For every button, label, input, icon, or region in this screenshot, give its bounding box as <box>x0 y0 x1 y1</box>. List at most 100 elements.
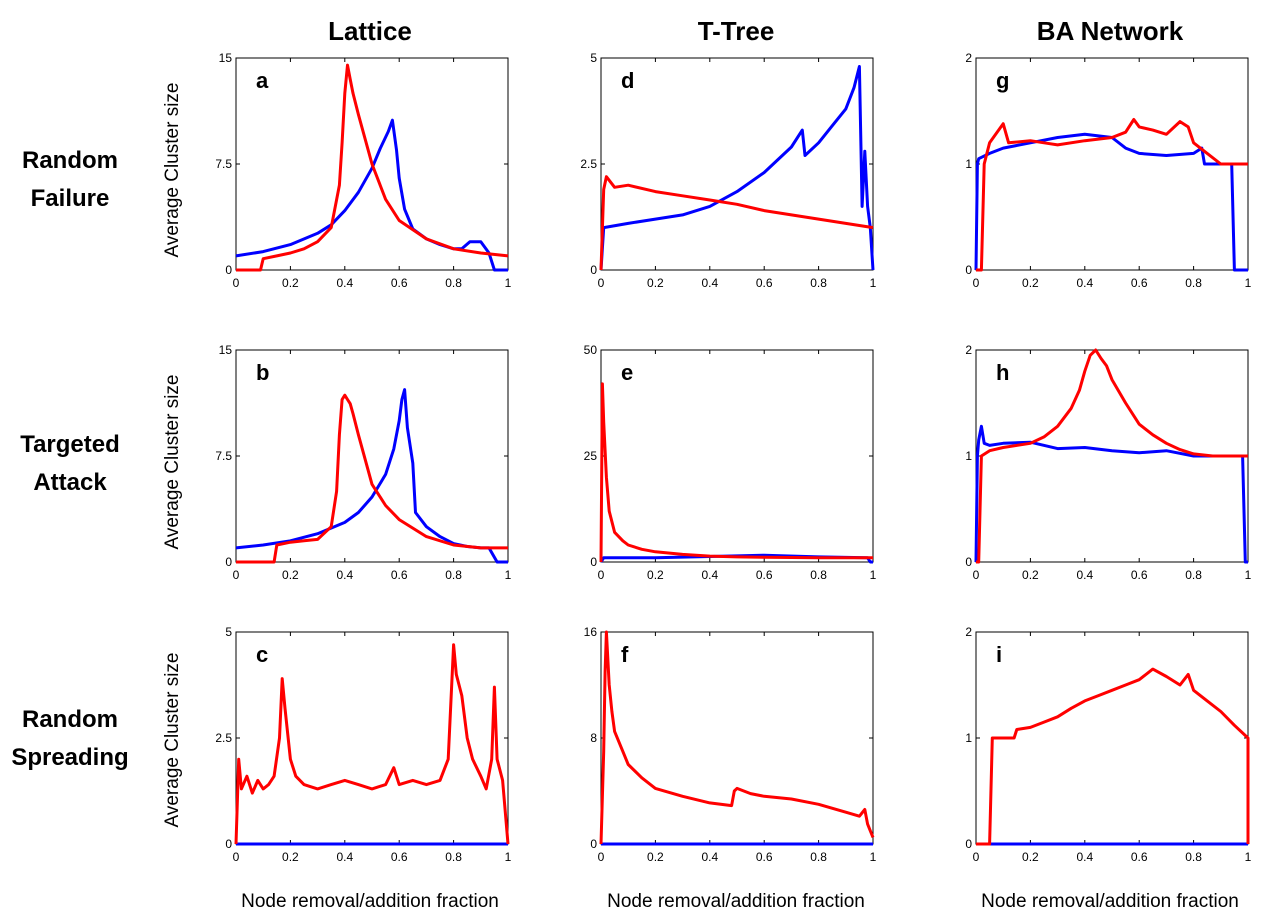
series-line-red <box>976 348 1248 564</box>
column-title-ba-network: BA Network <box>1037 16 1184 46</box>
y-tick-label: 7.5 <box>215 157 232 171</box>
y-tick-label: 0 <box>590 555 597 569</box>
y-axis-label-row3: Average Cluster size <box>162 653 183 828</box>
row-title-random-spreading-line1: Random <box>22 706 118 733</box>
panel-letter: c <box>256 642 268 667</box>
y-axis-label-row2: Average Cluster size <box>162 375 183 550</box>
x-tick-label: 1 <box>870 850 877 864</box>
x-tick-label: 0.6 <box>756 850 773 864</box>
panel-letter: g <box>996 68 1009 93</box>
y-tick-label: 0 <box>225 263 232 277</box>
x-tick-label: 0 <box>973 568 980 582</box>
x-tick-label: 0.4 <box>336 850 353 864</box>
y-axis-label-row1: Average Cluster size <box>162 83 183 258</box>
series-line-red <box>599 175 874 271</box>
x-tick-label: 0.2 <box>647 568 664 582</box>
column-title-t-tree: T-Tree <box>698 16 775 46</box>
y-tick-label: 0 <box>965 555 972 569</box>
y-tick-label: 0 <box>965 263 972 277</box>
x-tick-label: 0.2 <box>647 276 664 290</box>
panel-i: 0 0.2 0.4 0.6 0.8 1 0 1 2 i <box>965 625 1251 864</box>
x-tick-label: 0.4 <box>1076 276 1093 290</box>
x-tick-label: 0.8 <box>445 276 462 290</box>
x-tick-label: 0.6 <box>756 276 773 290</box>
series-line-blue <box>235 388 508 564</box>
panel-frame <box>600 57 874 271</box>
panel-a: 0 0.2 0.4 0.6 0.8 1 0 7.5 15 a <box>215 51 511 290</box>
x-tick-label: 1 <box>1245 850 1252 864</box>
x-tick-label: 0 <box>598 568 605 582</box>
series-line-red <box>976 667 1250 846</box>
panel-letter: h <box>996 360 1009 385</box>
x-tick-label: 0.2 <box>282 276 299 290</box>
x-tick-label: 0.8 <box>810 568 827 582</box>
y-tick-label: 15 <box>219 51 233 65</box>
panel-b: 0 0.2 0.4 0.6 0.8 1 0 7.5 15 b <box>215 343 511 582</box>
panel-frame <box>600 349 874 563</box>
series-line-red <box>599 630 875 845</box>
x-tick-label: 0.4 <box>1076 850 1093 864</box>
y-tick-label: 2.5 <box>215 731 232 745</box>
y-tick-label: 1 <box>965 449 972 463</box>
series-line-red <box>236 393 508 564</box>
panel-c: 0 0.2 0.4 0.6 0.8 1 0 2.5 5 c <box>215 625 511 864</box>
y-tick-label: 25 <box>584 449 598 463</box>
y-tick-label: 5 <box>225 625 232 639</box>
y-tick-label: 7.5 <box>215 449 232 463</box>
series-line-blue <box>235 118 508 272</box>
x-tick-label: 0 <box>598 276 605 290</box>
y-tick-label: 1 <box>965 731 972 745</box>
y-tick-label: 0 <box>225 555 232 569</box>
panel-f: 0 0.2 0.4 0.6 0.8 1 0 8 16 f <box>584 625 877 864</box>
x-tick-label: 1 <box>505 568 512 582</box>
panel-d: 0 0.2 0.4 0.6 0.8 1 0 2.5 5 d <box>580 51 876 290</box>
x-tick-label: 1 <box>870 568 877 582</box>
y-tick-label: 0 <box>590 837 597 851</box>
row-title-random-spreading-line2: Spreading <box>11 744 128 771</box>
panel-g: 0 0.2 0.4 0.6 0.8 1 0 1 2 g <box>965 51 1251 290</box>
x-tick-label: 0 <box>233 850 240 864</box>
panel-h: 0 0.2 0.4 0.6 0.8 1 0 1 2 h <box>965 343 1251 582</box>
x-tick-label: 0.4 <box>701 276 718 290</box>
x-tick-label: 0.4 <box>336 276 353 290</box>
row-title-targeted-attack-line2: Attack <box>33 469 107 496</box>
row-title-targeted-attack-line1: Targeted <box>20 431 120 458</box>
y-tick-label: 16 <box>584 625 598 639</box>
x-tick-label: 0 <box>233 568 240 582</box>
x-tick-label: 0.8 <box>1185 850 1202 864</box>
y-tick-label: 0 <box>965 837 972 851</box>
x-tick-label: 0.8 <box>445 568 462 582</box>
panel-letter: b <box>256 360 269 385</box>
panel-letter: a <box>256 68 269 93</box>
x-tick-label: 0.2 <box>1022 850 1039 864</box>
panel-frame <box>600 631 874 845</box>
x-axis-label-col3: Node removal/addition fraction <box>981 891 1239 912</box>
y-tick-label: 15 <box>219 343 233 357</box>
series-line-red <box>234 643 510 845</box>
row-title-random-failure-line1: Random <box>22 147 118 174</box>
x-tick-label: 1 <box>1245 568 1252 582</box>
x-tick-label: 0.6 <box>391 568 408 582</box>
x-tick-label: 0 <box>973 850 980 864</box>
y-tick-label: 0 <box>225 837 232 851</box>
x-tick-label: 1 <box>870 276 877 290</box>
series-line-blue <box>599 65 875 271</box>
x-tick-label: 0 <box>973 276 980 290</box>
x-tick-label: 0.2 <box>1022 568 1039 582</box>
panel-e: 0 0.2 0.4 0.6 0.8 1 0 25 50 e <box>584 343 877 582</box>
x-tick-label: 0.8 <box>1185 568 1202 582</box>
row-title-random-failure-line2: Failure <box>31 185 110 212</box>
x-tick-label: 0.8 <box>445 850 462 864</box>
series-line-blue <box>599 553 873 564</box>
panel-letter: i <box>996 642 1002 667</box>
y-tick-label: 0 <box>590 263 597 277</box>
y-tick-label: 2 <box>965 51 972 65</box>
x-tick-label: 0.6 <box>391 276 408 290</box>
x-tick-label: 0.2 <box>1022 276 1039 290</box>
x-axis-label-col1: Node removal/addition fraction <box>241 891 499 912</box>
x-tick-label: 0.8 <box>810 276 827 290</box>
series-line-red <box>236 63 509 272</box>
x-tick-label: 0.4 <box>701 568 718 582</box>
y-tick-label: 5 <box>590 51 597 65</box>
